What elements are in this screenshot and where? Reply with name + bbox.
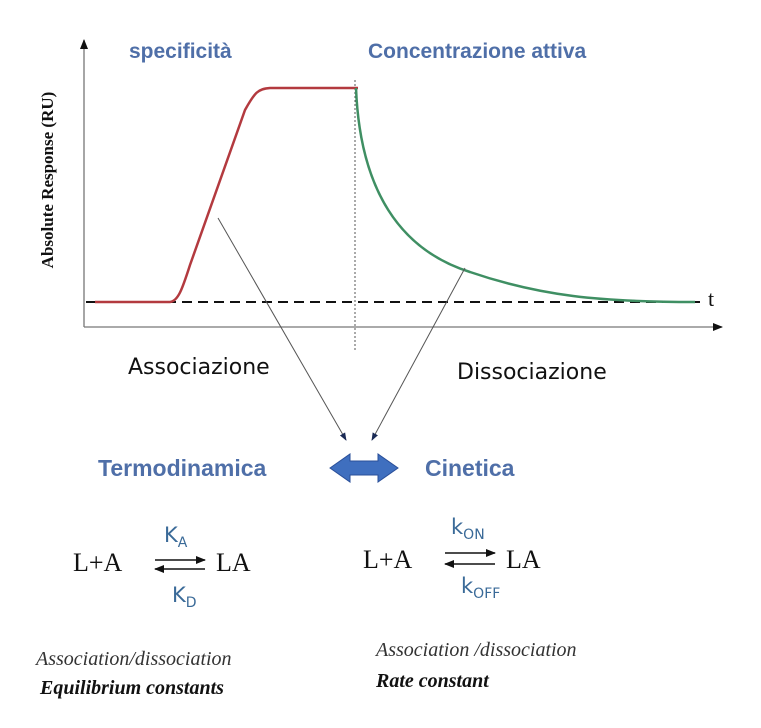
equilibrium-arrows-icon — [154, 556, 206, 573]
association-label: Associazione — [128, 355, 270, 380]
dissociation-curve — [354, 87, 696, 304]
koff-label: kOFF — [461, 574, 501, 602]
x-axis-label: t — [708, 286, 715, 311]
equilibrium-caption-1: Association/dissociation — [36, 648, 232, 670]
ka-label: KA — [164, 523, 188, 551]
phase-label-active-concentration: Concentrazione attiva — [368, 40, 587, 63]
dissociation-label: Dissociazione — [457, 360, 607, 385]
association-curve — [95, 86, 358, 304]
thermodynamics-label: Termodinamica — [98, 455, 267, 481]
kinetics-reactants: L+A — [363, 545, 413, 574]
kinetics-arrows-icon — [444, 549, 496, 568]
equilibrium-caption-2: Equilibrium constants — [40, 677, 224, 699]
pointer-dissociation — [371, 267, 466, 441]
equilibrium-reactants: L+A — [73, 548, 123, 577]
kinetics-product: LA — [506, 545, 541, 574]
kd-label: KD — [172, 583, 197, 611]
double-arrow-icon — [329, 453, 399, 483]
y-axis-label: Absolute Response (RU) — [38, 91, 57, 269]
kinetics-caption-1: Association /dissociation — [376, 639, 577, 661]
kinetics-caption-2: Rate constant — [376, 670, 489, 692]
pointer-association — [217, 217, 347, 441]
equilibrium-product: LA — [216, 548, 251, 577]
kinetics-label: Cinetica — [425, 455, 515, 481]
phase-label-specificity: specificità — [129, 40, 232, 63]
kon-label: kON — [451, 515, 485, 543]
